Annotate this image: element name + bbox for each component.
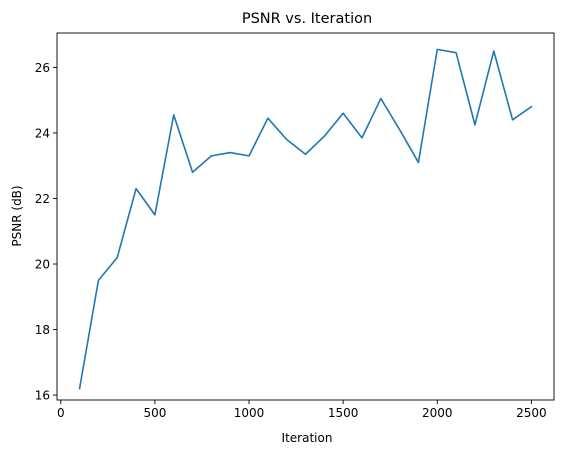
plot-area: 0 500 1000 1500 2000 2500 16 18 20 22 24 26	[35, 32, 555, 420]
x-tick-label: 1000	[234, 406, 265, 420]
x-tick-label: 1500	[328, 406, 359, 420]
plot-frame	[56, 32, 555, 401]
x-tick-label: 500	[143, 406, 166, 420]
x-axis-label: Iteration	[282, 431, 333, 445]
series-line-0	[78, 48, 533, 390]
y-tick-label: 18	[35, 323, 50, 337]
y-tick-label: 20	[35, 258, 50, 272]
x-tick-label: 2500	[516, 406, 547, 420]
x-tick-label: 0	[57, 406, 65, 420]
y-tick-label: 16	[35, 389, 50, 403]
y-tick-label: 26	[35, 61, 50, 75]
y-tick-label: 24	[35, 126, 50, 140]
x-tick-label: 2000	[422, 406, 453, 420]
y-tick-label: 22	[35, 192, 50, 206]
chart-title: PSNR vs. Iteration	[242, 11, 372, 27]
y-axis-label: PSNR (dB)	[10, 185, 24, 246]
